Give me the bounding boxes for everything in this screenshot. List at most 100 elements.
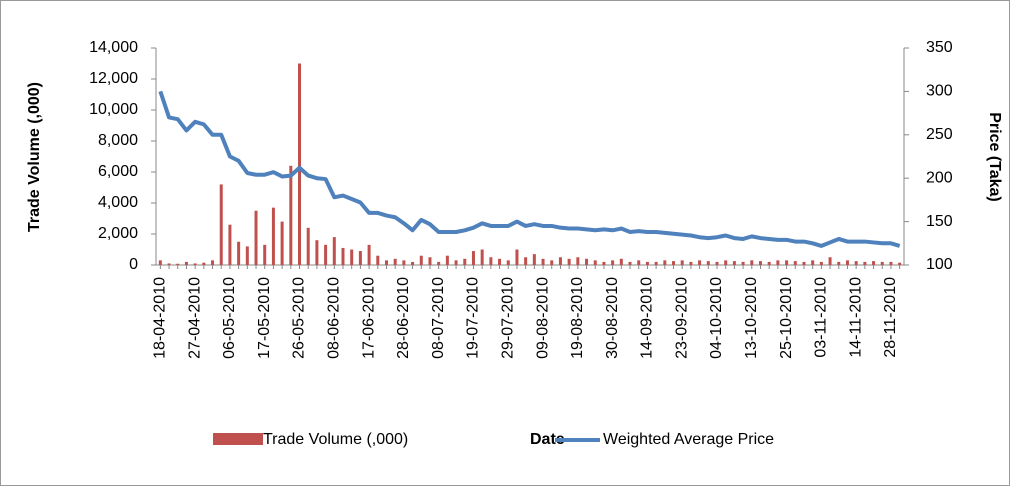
bar <box>437 261 441 265</box>
bar <box>219 184 223 265</box>
x-tick-label: 27-04-2010 <box>186 277 203 359</box>
bar <box>202 262 206 265</box>
bar <box>593 260 597 265</box>
bar <box>237 241 241 265</box>
bar <box>176 263 180 265</box>
x-tick-label: 13-10-2010 <box>743 277 760 359</box>
bar <box>889 261 893 265</box>
bar <box>793 261 797 265</box>
bar <box>819 261 823 265</box>
bar <box>167 263 171 265</box>
bar <box>732 261 736 265</box>
bar <box>611 260 615 265</box>
x-tick-label: 23-09-2010 <box>673 277 690 359</box>
legend-swatch <box>213 433 263 445</box>
x-tick-label: 28-11-2010 <box>882 277 899 358</box>
bar <box>271 207 275 265</box>
y-tick-label: 6,000 <box>98 163 138 180</box>
y-tick-label: 12,000 <box>89 70 138 87</box>
bar <box>828 257 832 265</box>
y-tick-label: 4,000 <box>98 194 138 211</box>
bar <box>419 255 423 265</box>
bar <box>532 254 536 265</box>
x-tick-label: 26-05-2010 <box>291 277 308 359</box>
bar <box>341 247 345 265</box>
bar <box>854 261 858 265</box>
x-tick-label: 03-11-2010 <box>813 277 830 358</box>
bar <box>254 210 258 265</box>
x-tick-label: 19-08-2010 <box>569 277 586 359</box>
bar <box>498 258 502 265</box>
bar <box>402 260 406 265</box>
bar <box>698 260 702 265</box>
bar <box>863 261 867 265</box>
x-tick-label: 29-07-2010 <box>499 277 516 359</box>
bar <box>289 165 293 265</box>
bar <box>741 261 745 265</box>
bar <box>663 260 667 265</box>
bar <box>567 258 571 265</box>
bar <box>628 261 632 265</box>
bar <box>750 260 754 265</box>
y2-tick-label: 100 <box>926 256 953 273</box>
x-tick-label: 19-07-2010 <box>465 277 482 359</box>
bar <box>393 258 397 265</box>
x-tick-label: 28-06-2010 <box>395 277 412 359</box>
bar <box>524 257 528 265</box>
x-tick-label: 08-07-2010 <box>430 277 447 359</box>
bar <box>715 261 719 265</box>
y-tick-label: 8,000 <box>98 132 138 149</box>
y2-tick-label: 300 <box>926 83 953 100</box>
bar <box>758 261 762 265</box>
bar <box>645 261 649 265</box>
bar <box>515 249 519 265</box>
line <box>158 90 901 248</box>
bar <box>463 258 467 265</box>
bar <box>454 260 458 265</box>
bar <box>480 249 484 265</box>
legend-label: Trade Volume (,000) <box>263 431 408 448</box>
bar <box>428 257 432 265</box>
bar <box>576 257 580 265</box>
x-tick-label: 04-10-2010 <box>708 277 725 359</box>
bar <box>837 261 841 265</box>
y2-tick-label: 150 <box>926 213 953 230</box>
bar <box>184 261 188 265</box>
bar <box>263 244 267 265</box>
y2-axis-title: Price (Taka) <box>986 112 1003 202</box>
bar <box>558 257 562 265</box>
bar <box>489 257 493 265</box>
bar <box>654 261 658 265</box>
y-tick-label: 2,000 <box>98 225 138 242</box>
bar <box>324 244 328 265</box>
bar <box>776 260 780 265</box>
bar <box>193 263 197 265</box>
bar <box>880 261 884 265</box>
bar <box>411 261 415 265</box>
bar <box>280 221 284 265</box>
bar <box>332 237 336 265</box>
bar <box>298 63 302 265</box>
y-tick-label: 10,000 <box>89 101 138 118</box>
bar <box>689 261 693 265</box>
x-tick-label: 30-08-2010 <box>604 277 621 359</box>
y-tick-label: 0 <box>129 256 138 273</box>
legend-label: Weighted Average Price <box>603 431 774 448</box>
x-tick-label: 14-09-2010 <box>639 277 656 359</box>
bar <box>471 251 475 265</box>
y-tick-label: 14,000 <box>89 39 138 56</box>
bar <box>541 258 545 265</box>
x-tick-label: 06-05-2010 <box>221 277 238 359</box>
bar <box>550 260 554 265</box>
x-tick-label: 14-11-2010 <box>847 277 864 358</box>
bar <box>619 258 623 265</box>
bar <box>680 260 684 265</box>
bar <box>706 261 710 265</box>
y-axis-title: Trade Volume (,000) <box>26 82 43 232</box>
x-tick-label: 08-06-2010 <box>326 277 343 359</box>
y2-tick-label: 200 <box>926 169 953 186</box>
bar <box>637 260 641 265</box>
x-tick-label: 17-05-2010 <box>256 277 273 359</box>
